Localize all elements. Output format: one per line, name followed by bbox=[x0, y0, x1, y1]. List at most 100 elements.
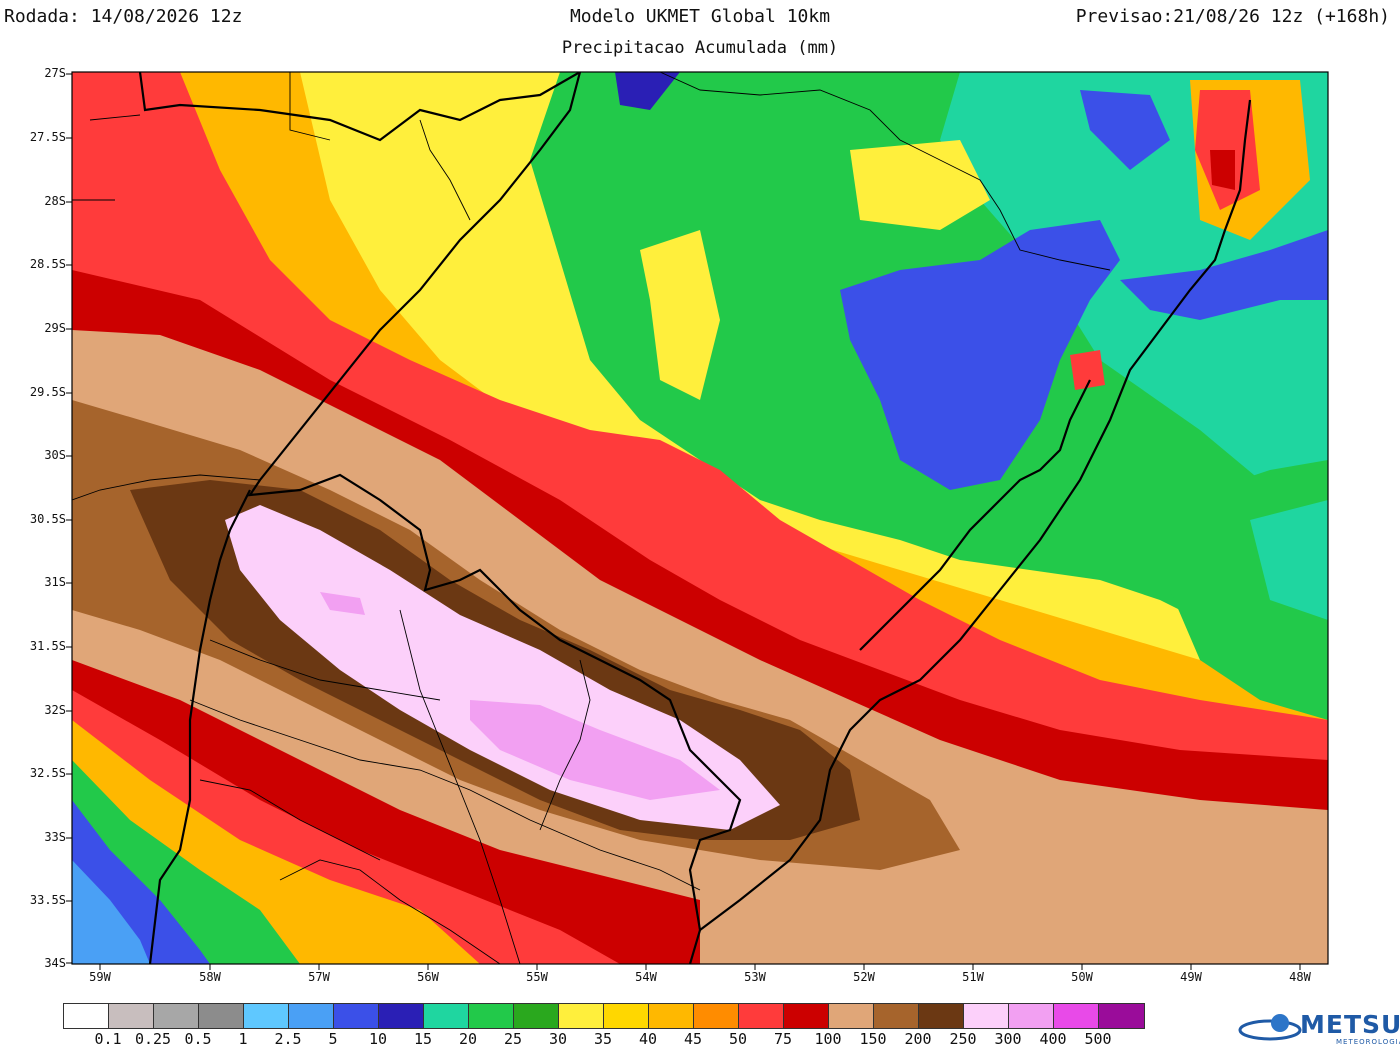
lat-label: 31.5S bbox=[29, 639, 66, 653]
lon-label: 49W bbox=[1180, 970, 1202, 984]
precip-band-35-tongue bbox=[640, 230, 720, 400]
legend-swatch bbox=[1099, 1004, 1144, 1028]
lat-label: 32S bbox=[44, 703, 66, 717]
precip-band-10-east bbox=[1120, 230, 1328, 320]
legend-label: 0.1 bbox=[94, 1030, 122, 1048]
legend-swatch bbox=[109, 1004, 154, 1028]
lon-label: 52W bbox=[853, 970, 875, 984]
lat-label: 34S bbox=[44, 956, 66, 970]
legend-swatch bbox=[874, 1004, 919, 1028]
legend-swatch bbox=[829, 1004, 874, 1028]
legend-swatch bbox=[649, 1004, 694, 1028]
lat-label: 30.5S bbox=[29, 512, 66, 526]
precip-band-100-coast bbox=[1210, 150, 1235, 190]
lon-label: 55W bbox=[526, 970, 548, 984]
precip-band-35 bbox=[280, 72, 1200, 700]
legend-label: 250 bbox=[949, 1030, 977, 1048]
legend-swatch bbox=[604, 1004, 649, 1028]
legend-label: 10 bbox=[368, 1030, 388, 1048]
legend-swatch bbox=[154, 1004, 199, 1028]
lat-label: 27S bbox=[44, 66, 66, 80]
legend-label: 75 bbox=[773, 1030, 793, 1048]
precip-band-15-top bbox=[615, 72, 680, 110]
legend-label: 40 bbox=[638, 1030, 658, 1048]
legend-swatch bbox=[1009, 1004, 1054, 1028]
logo-name: METSUL bbox=[1300, 1010, 1400, 1039]
lon-label: 59W bbox=[89, 970, 111, 984]
metsul-logo bbox=[1238, 1014, 1302, 1041]
legend-label: 45 bbox=[683, 1030, 703, 1048]
legend-label: 35 bbox=[593, 1030, 613, 1048]
precip-band-20-se bbox=[1250, 500, 1328, 620]
lon-label: 48W bbox=[1289, 970, 1311, 984]
precip-band-35-ne bbox=[850, 140, 990, 230]
lon-label: 50W bbox=[1071, 970, 1093, 984]
lat-label: 30S bbox=[44, 448, 66, 462]
lat-label: 27.5S bbox=[29, 130, 66, 144]
state-borders bbox=[138, 72, 1252, 964]
legend-swatch bbox=[514, 1004, 559, 1028]
legend-label: 5 bbox=[328, 1030, 338, 1048]
legend-label: 25 bbox=[503, 1030, 523, 1048]
lat-label: 31S bbox=[44, 575, 66, 589]
legend-swatch bbox=[334, 1004, 379, 1028]
logo-tagline: METEOROLOGIA bbox=[1336, 1038, 1400, 1046]
precip-band-10 bbox=[840, 220, 1120, 490]
legend-swatch bbox=[64, 1004, 109, 1028]
lon-label: 53W bbox=[744, 970, 766, 984]
run-time: Rodada: 14/08/2026 12z bbox=[4, 6, 243, 27]
model-title: Modelo UKMET Global 10km bbox=[569, 6, 831, 27]
lon-label: 57W bbox=[308, 970, 330, 984]
legend-label: 0.25 bbox=[134, 1030, 172, 1048]
legend-label: 0.5 bbox=[184, 1030, 212, 1048]
legend-swatch bbox=[199, 1004, 244, 1028]
legend-swatch bbox=[469, 1004, 514, 1028]
legend-swatch bbox=[964, 1004, 1009, 1028]
forecast-time: Previsao:21/08/26 12z (+168h) bbox=[1075, 6, 1390, 27]
precip-band-10-north bbox=[1080, 90, 1170, 170]
precip-band-400-west bbox=[320, 592, 365, 615]
legend-label: 150 bbox=[859, 1030, 887, 1048]
legend-label: 50 bbox=[728, 1030, 748, 1048]
lat-label: 32.5S bbox=[29, 766, 66, 780]
logo-orbit-icon bbox=[1238, 1019, 1302, 1041]
municipal-borders bbox=[72, 72, 1111, 964]
precip-band-75-lagoon bbox=[1070, 350, 1105, 390]
legend-swatch bbox=[424, 1004, 469, 1028]
map-frame bbox=[71, 71, 1329, 965]
lat-label: 28S bbox=[44, 194, 66, 208]
lat-label: 29.5S bbox=[29, 385, 66, 399]
map-subtitle: Precipitacao Acumulada (mm) bbox=[561, 38, 839, 58]
legend-label: 15 bbox=[413, 1030, 433, 1048]
legend-swatch bbox=[784, 1004, 829, 1028]
lon-label: 56W bbox=[417, 970, 439, 984]
lat-label: 29S bbox=[44, 321, 66, 335]
legend-label: 30 bbox=[548, 1030, 568, 1048]
lat-label: 28.5S bbox=[29, 257, 66, 271]
lon-label: 54W bbox=[635, 970, 657, 984]
lat-label: 33.5S bbox=[29, 893, 66, 907]
legend-label: 20 bbox=[458, 1030, 478, 1048]
lat-label: 33S bbox=[44, 830, 66, 844]
legend-label: 2.5 bbox=[274, 1030, 302, 1048]
color-legend bbox=[63, 1003, 1145, 1029]
lon-label: 58W bbox=[199, 970, 221, 984]
legend-label: 200 bbox=[904, 1030, 932, 1048]
legend-swatch bbox=[379, 1004, 424, 1028]
logo-globe-icon bbox=[1271, 1014, 1289, 1032]
legend-swatch bbox=[244, 1004, 289, 1028]
legend-swatch bbox=[694, 1004, 739, 1028]
legend-label: 400 bbox=[1039, 1030, 1067, 1048]
legend-label: 100 bbox=[814, 1030, 842, 1048]
precip-band-400 bbox=[470, 700, 720, 800]
axis-ticks bbox=[66, 73, 1301, 970]
legend-label: 300 bbox=[994, 1030, 1022, 1048]
lon-label: 51W bbox=[962, 970, 984, 984]
legend-label: 1 bbox=[238, 1030, 248, 1048]
legend-swatch bbox=[1054, 1004, 1099, 1028]
legend-label: 500 bbox=[1084, 1030, 1112, 1048]
legend-swatch bbox=[919, 1004, 964, 1028]
legend-swatch bbox=[739, 1004, 784, 1028]
legend-swatch bbox=[559, 1004, 604, 1028]
